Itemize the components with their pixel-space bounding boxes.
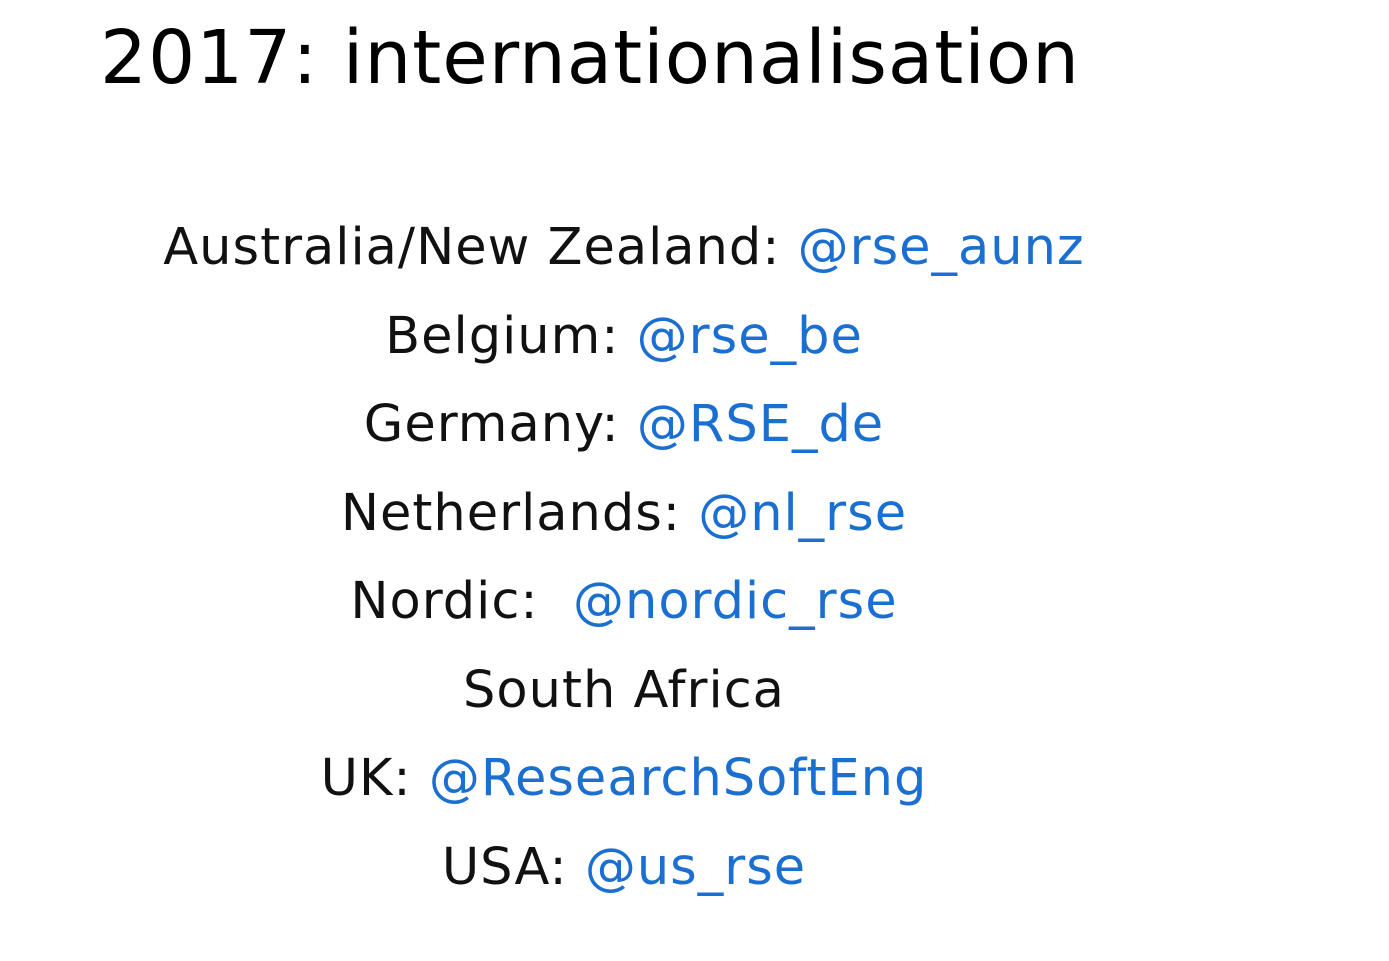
- list-item-germany: Germany: @RSE_de: [0, 381, 1248, 470]
- twitter-handle-link[interactable]: @us_rse: [584, 837, 807, 897]
- twitter-handle-link[interactable]: @nordic_rse: [573, 572, 898, 631]
- country-label: Nordic:: [350, 572, 556, 631]
- list-item-nordic: Nordic: @nordic_rse: [0, 558, 1248, 647]
- list-item-netherlands: Netherlands: @nl_rse: [0, 470, 1248, 559]
- list-item-australia-new-zealand: Australia/New Zealand: @rse_aunz: [0, 204, 1248, 293]
- twitter-handle-link[interactable]: @rse_be: [636, 306, 863, 366]
- country-label: South Africa: [463, 660, 785, 720]
- country-label: Belgium:: [385, 306, 620, 366]
- twitter-handle-link[interactable]: @ResearchSoftEng: [428, 749, 928, 808]
- country-label: Germany:: [363, 395, 620, 454]
- list-item-south-africa: South Africa: [0, 647, 1248, 736]
- slide-title: 2017: internationalisation: [100, 15, 1081, 101]
- country-label: USA:: [441, 837, 568, 897]
- country-label: UK:: [320, 749, 412, 808]
- country-label: Australia/New Zealand:: [163, 218, 781, 277]
- twitter-handle-link[interactable]: @rse_aunz: [797, 218, 1085, 277]
- twitter-handle-link[interactable]: @RSE_de: [636, 395, 885, 454]
- country-list: Australia/New Zealand: @rse_aunz Belgium…: [0, 204, 1248, 912]
- country-label: Netherlands:: [340, 483, 681, 543]
- list-item-usa: USA: @us_rse: [0, 824, 1248, 913]
- twitter-handle-link[interactable]: @nl_rse: [698, 483, 908, 543]
- list-item-uk: UK: @ResearchSoftEng: [0, 735, 1248, 824]
- list-item-belgium: Belgium: @rse_be: [0, 293, 1248, 382]
